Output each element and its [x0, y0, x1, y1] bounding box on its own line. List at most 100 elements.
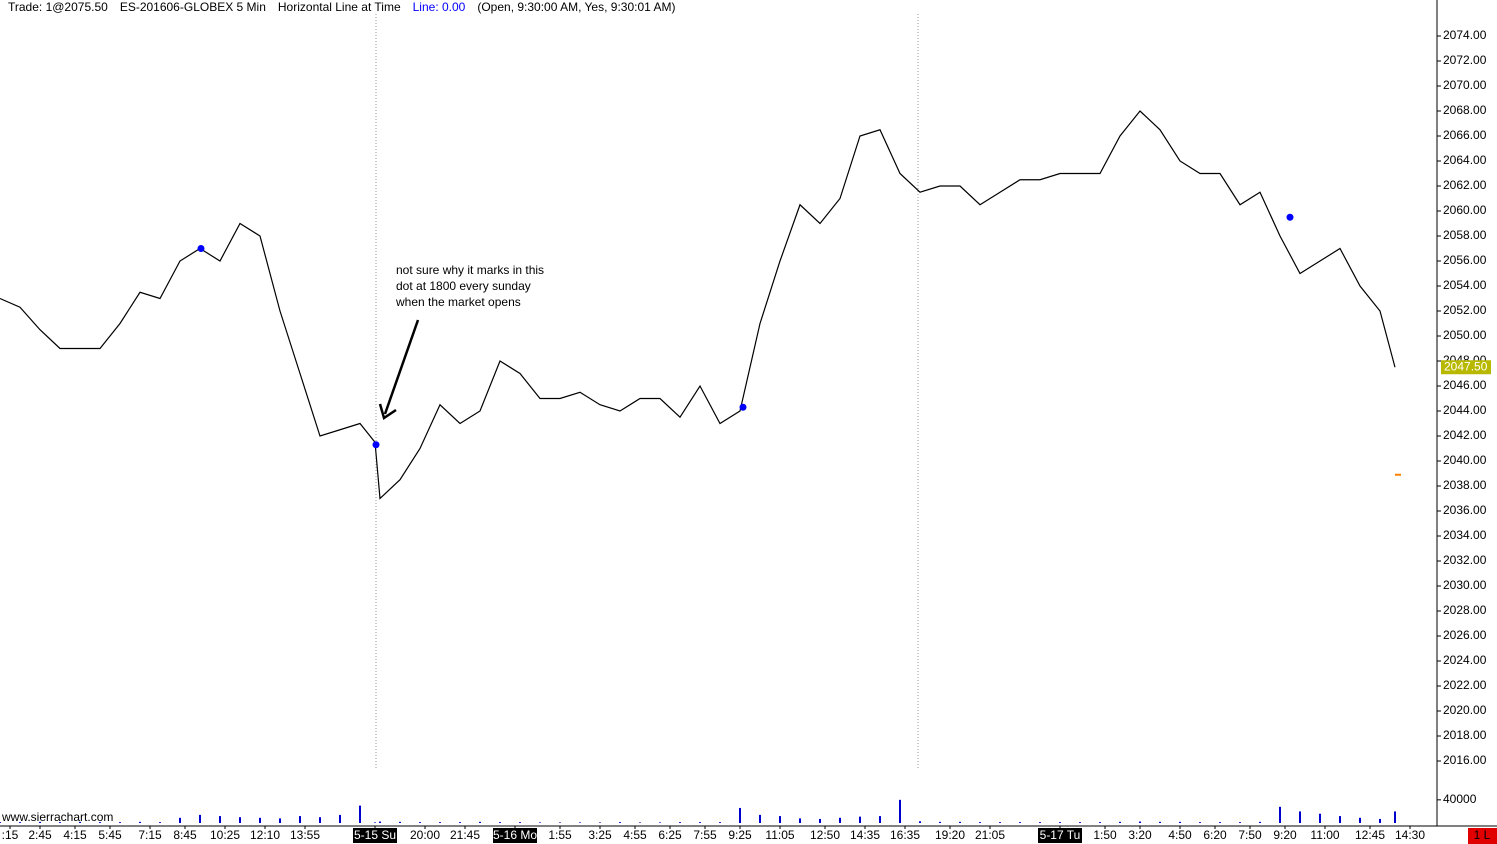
volume-bar: [1019, 822, 1021, 823]
volume-bar: [599, 822, 601, 823]
volume-bar: [1379, 818, 1381, 823]
volume-bar: [439, 822, 441, 823]
x-tick-label: 11:00: [1310, 828, 1339, 842]
y-tick-label: 2044.00: [1443, 403, 1487, 417]
annotation: not sure why it marks in this: [396, 263, 544, 277]
y-tick-label: 2052.00: [1443, 303, 1487, 317]
x-tick-label: 8:45: [173, 828, 197, 842]
volume-bar: [1079, 822, 1081, 823]
y-tick-label: 2022.00: [1443, 678, 1487, 692]
volume-bar: [339, 814, 341, 823]
x-tick-label: 5:45: [98, 828, 122, 842]
y-tick-label: 2026.00: [1443, 628, 1487, 642]
x-tick-label: 12:45: [1355, 828, 1385, 842]
volume-bar: [59, 822, 61, 823]
volume-bar: [199, 814, 201, 823]
volume-bar: [819, 818, 821, 823]
x-tick-label: 12:50: [810, 828, 840, 842]
y-tick-label: 2028.00: [1443, 603, 1487, 617]
x-tick-label: 4:15: [63, 828, 87, 842]
volume-bar: [1319, 813, 1321, 823]
x-tick-label: 21:45: [450, 828, 480, 842]
x-tick-label: 4:55: [623, 828, 647, 842]
x-tick-label: 7:15: [138, 828, 162, 842]
params: (Open, 9:30:00 AM, Yes, 9:30:01 AM): [477, 0, 676, 14]
study-dot: [197, 245, 205, 252]
volume-bar: [519, 822, 521, 823]
volume-bar: [1359, 817, 1361, 823]
y-tick-label: 2054.00: [1443, 278, 1487, 292]
volume-bar: [0, 822, 1, 823]
x-tick-label: 19:20: [935, 828, 965, 842]
volume-bar: [374, 822, 376, 823]
last-price-label: 2047.50: [1444, 359, 1488, 373]
study-dot: [1286, 213, 1294, 221]
volume-bar: [239, 817, 241, 823]
volume-bar: [119, 822, 121, 823]
study-dot: [372, 441, 380, 449]
x-tick-label: 7:55: [693, 828, 717, 842]
y-tick-label: 2056.00: [1443, 253, 1487, 267]
y-tick-label: 2046.00: [1443, 378, 1487, 392]
x-tick-label: :15: [2, 828, 19, 842]
annotation: dot at 1800 every sunday: [396, 279, 531, 293]
volume-bar: [1119, 821, 1121, 823]
last-price-box: [1441, 360, 1491, 375]
y-tick-label: 2024.00: [1443, 653, 1487, 667]
annotation-arrow: [383, 319, 420, 415]
y-tick-label: 2030.00: [1443, 578, 1487, 592]
y-tick-label: 2040.00: [1443, 453, 1487, 467]
volume-bar: [479, 821, 481, 823]
watermark: www.sierrachart.com: [1, 810, 113, 824]
x-tick-label: 2:45: [28, 828, 52, 842]
volume-bar: [299, 816, 301, 823]
line-value: Line: 0.00: [412, 0, 466, 14]
annotation-arrowhead: [378, 403, 397, 420]
volume-bar: [359, 805, 361, 823]
symbol: ES-201606-GLOBEX 5 Min: [119, 0, 266, 14]
volume-bar: [1059, 822, 1061, 823]
volume-bar: [1139, 821, 1141, 823]
volume-bar: [699, 822, 701, 823]
volume-bar: [319, 817, 321, 823]
volume-bar: [719, 822, 721, 823]
header: Trade: 1@2075.50 ES-201606-GLOBEX 5 Min Ho…: [8, 0, 687, 14]
volume-bar: [1039, 822, 1041, 823]
volume-bar: [979, 822, 981, 823]
volume-bar: [39, 821, 41, 823]
x-tick-label: 13:55: [290, 828, 320, 842]
y-tick-label: 2060.00: [1443, 203, 1487, 217]
volume-bar: [1159, 821, 1161, 823]
session-label-bg: [353, 828, 397, 843]
x-tick-label: 3:25: [588, 828, 612, 842]
volume-bar: [19, 822, 21, 823]
x-tick-label: 14:30: [1395, 828, 1425, 842]
volume-bar: [919, 821, 921, 823]
volume-bar: [619, 822, 621, 823]
volume-bar: [399, 821, 401, 823]
y-tick-label: 2068.00: [1443, 103, 1487, 117]
y-tick-label: 2066.00: [1443, 128, 1487, 142]
volume-bar: [1219, 822, 1221, 823]
x-tick-label: 10:25: [210, 828, 240, 842]
x-tick-label: 20:00: [410, 828, 440, 842]
x-tick-label: 6:20: [1203, 828, 1227, 842]
volume-bar: [959, 821, 961, 823]
volume-bar: [1394, 811, 1396, 823]
y-tick-label: 2062.00: [1443, 178, 1487, 192]
x-tick-label: 5-15 Su: [354, 828, 396, 842]
volume-bar: [459, 822, 461, 823]
y-tick-label: 2050.00: [1443, 328, 1487, 342]
volume-bar: [739, 807, 741, 823]
x-tick-label: 11:05: [765, 828, 794, 842]
y-tick-label: 2018.00: [1443, 728, 1487, 742]
x-tick-label: 5-17 Tu: [1040, 828, 1081, 842]
y-tick-label: 2032.00: [1443, 553, 1487, 567]
volume-bar: [639, 822, 641, 823]
volume-bar: [279, 818, 281, 823]
volume-bar: [879, 816, 881, 823]
volume-bar: [539, 822, 541, 823]
volume-bar: [679, 822, 681, 823]
x-tick-label: 12:10: [250, 828, 280, 842]
